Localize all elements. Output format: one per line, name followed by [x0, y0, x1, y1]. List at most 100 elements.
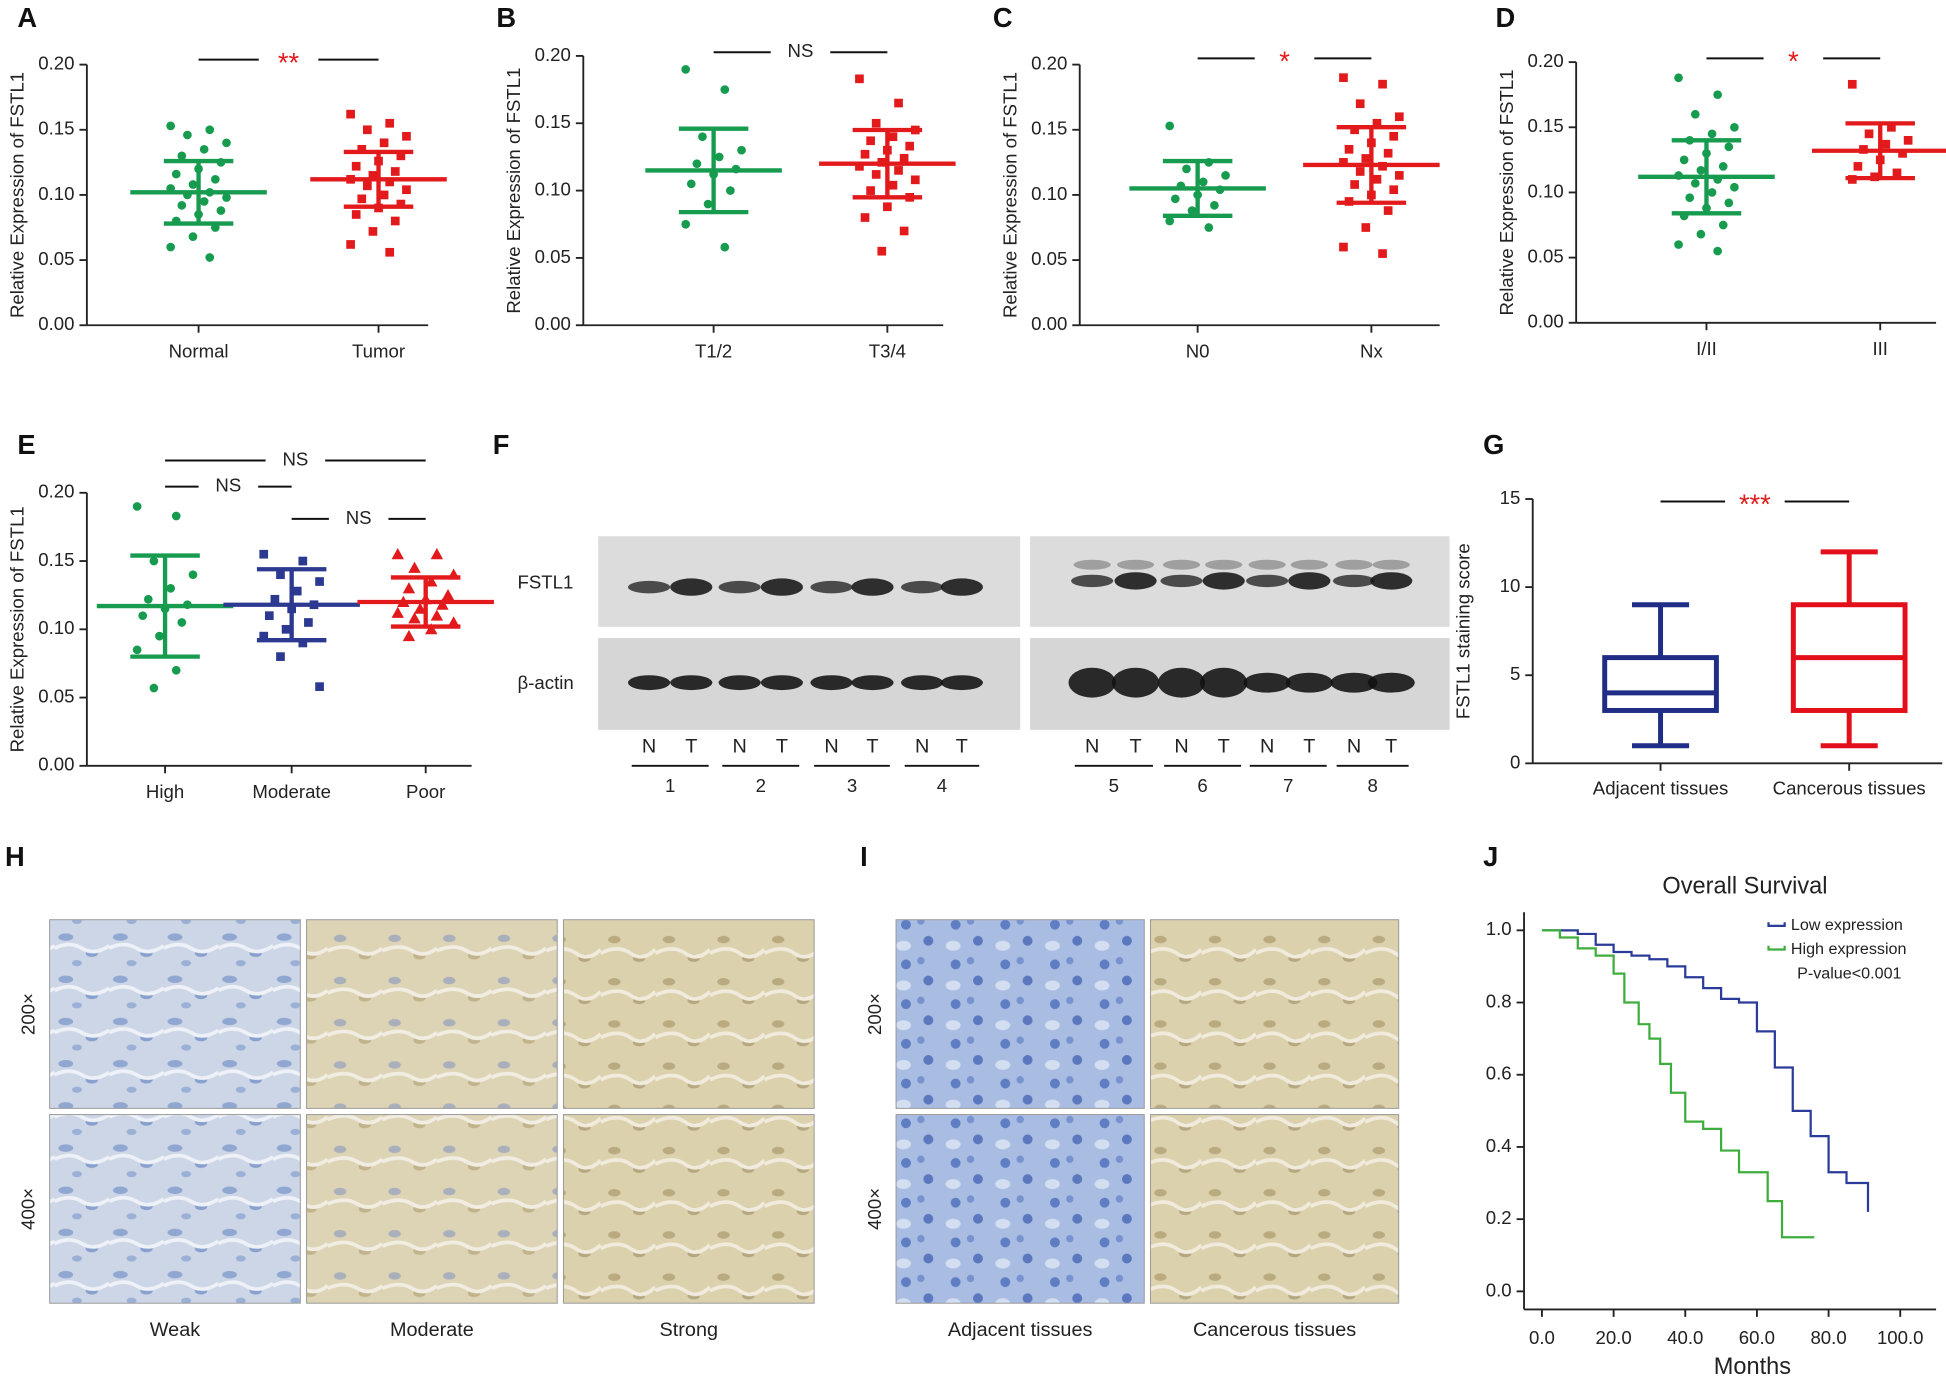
column-label: Adjacent tissues: [948, 1319, 1093, 1341]
data-point: [1394, 112, 1404, 122]
data-point: [259, 631, 269, 641]
band: [670, 675, 713, 691]
data-point: [860, 213, 870, 222]
band: [1073, 559, 1111, 570]
data-point: [292, 586, 302, 596]
micrograph: [306, 1114, 558, 1304]
x-tick-label: T1/2: [695, 340, 732, 361]
lane-label: T: [1303, 735, 1315, 757]
data-point: [1389, 131, 1399, 141]
band: [760, 675, 803, 691]
data-point: [1198, 177, 1208, 187]
data-point: [703, 199, 713, 209]
data-point: [686, 179, 696, 189]
y-tick-label: 0.2: [1486, 1207, 1512, 1228]
box: [1602, 655, 1719, 713]
data-point: [391, 548, 404, 560]
y-axis-label: Relative Expression of FSTL1: [999, 72, 1020, 318]
data-point: [1713, 246, 1722, 256]
data-point: [1898, 149, 1907, 158]
data-point: [910, 175, 920, 185]
magnification-label: 200×: [18, 993, 39, 1035]
x-tick-label: 40.0: [1667, 1327, 1703, 1348]
data-point: [385, 247, 395, 257]
band: [1162, 559, 1201, 570]
data-point: [132, 645, 142, 655]
band: [1330, 672, 1378, 693]
y-tick-label: 1.0: [1486, 918, 1512, 939]
lane-label: N: [1347, 735, 1361, 757]
data-point: [281, 624, 291, 634]
y-tick-label: 0.10: [38, 617, 74, 638]
lane-label: T: [956, 735, 968, 757]
x-tick-label: Cancerous tissues: [1773, 777, 1926, 798]
y-tick-label: 0: [1510, 751, 1520, 772]
y-tick-label: 0.20: [1031, 53, 1067, 74]
band: [810, 675, 853, 691]
sample-label: 8: [1367, 775, 1377, 796]
data-point: [1170, 194, 1180, 204]
data-point: [425, 575, 438, 587]
band: [1370, 572, 1413, 590]
data-point: [1847, 79, 1857, 89]
data-point: [441, 588, 455, 601]
data-point: [1707, 188, 1717, 197]
data-point: [1182, 164, 1191, 174]
y-tick-label: 0.15: [38, 118, 74, 139]
y-tick-label: 0.6: [1486, 1063, 1512, 1084]
y-tick-label: 10: [1500, 575, 1521, 596]
data-point: [385, 118, 395, 128]
y-tick-label: 0.00: [1528, 311, 1564, 332]
x-tick-label: I/II: [1696, 338, 1717, 359]
magnification-label: 400×: [18, 1188, 39, 1230]
row-label: β-actin: [518, 672, 574, 693]
lane-label: T: [776, 735, 788, 757]
significance-label: ***: [1739, 489, 1771, 520]
chart-title: Overall Survival: [1662, 873, 1827, 899]
band: [627, 675, 671, 691]
data-point: [143, 594, 153, 604]
data-point: [276, 652, 285, 661]
data-point: [714, 152, 724, 162]
data-point: [720, 85, 730, 94]
data-point: [385, 177, 395, 187]
data-point: [1372, 118, 1382, 128]
data-point: [888, 132, 898, 142]
band: [1335, 559, 1373, 570]
data-point: [1204, 223, 1214, 232]
legend-label: High expression: [1791, 940, 1907, 958]
y-tick-label: 0.8: [1486, 990, 1512, 1011]
x-tick-label: III: [1872, 338, 1888, 359]
band: [1290, 559, 1328, 570]
data-point: [391, 606, 404, 618]
band: [1068, 667, 1116, 698]
data-point: [1372, 174, 1382, 184]
data-point: [1903, 135, 1913, 145]
magnification-label: 200×: [864, 993, 885, 1035]
data-point: [681, 219, 691, 229]
y-tick-label: 0.20: [1528, 50, 1564, 71]
data-point: [1881, 139, 1891, 149]
data-point: [737, 145, 746, 155]
data-point: [402, 629, 416, 642]
data-point: [346, 109, 355, 119]
data-point: [871, 170, 881, 179]
data-point: [368, 227, 378, 236]
data-point: [1350, 180, 1359, 189]
x-tick-label: Nx: [1360, 340, 1383, 361]
band: [851, 578, 894, 596]
data-point: [298, 638, 308, 648]
y-tick-label: 0.15: [38, 549, 74, 570]
band: [627, 580, 671, 594]
data-point: [132, 502, 142, 511]
data-point: [413, 602, 427, 614]
data-point: [1730, 182, 1739, 192]
data-point: [390, 167, 400, 176]
data-point: [363, 125, 372, 135]
legend-swatch: [1767, 945, 1786, 951]
data-point: [1674, 73, 1683, 83]
band: [1243, 672, 1291, 693]
data-point: [155, 631, 164, 641]
data-point: [149, 683, 159, 693]
data-point: [222, 193, 231, 202]
